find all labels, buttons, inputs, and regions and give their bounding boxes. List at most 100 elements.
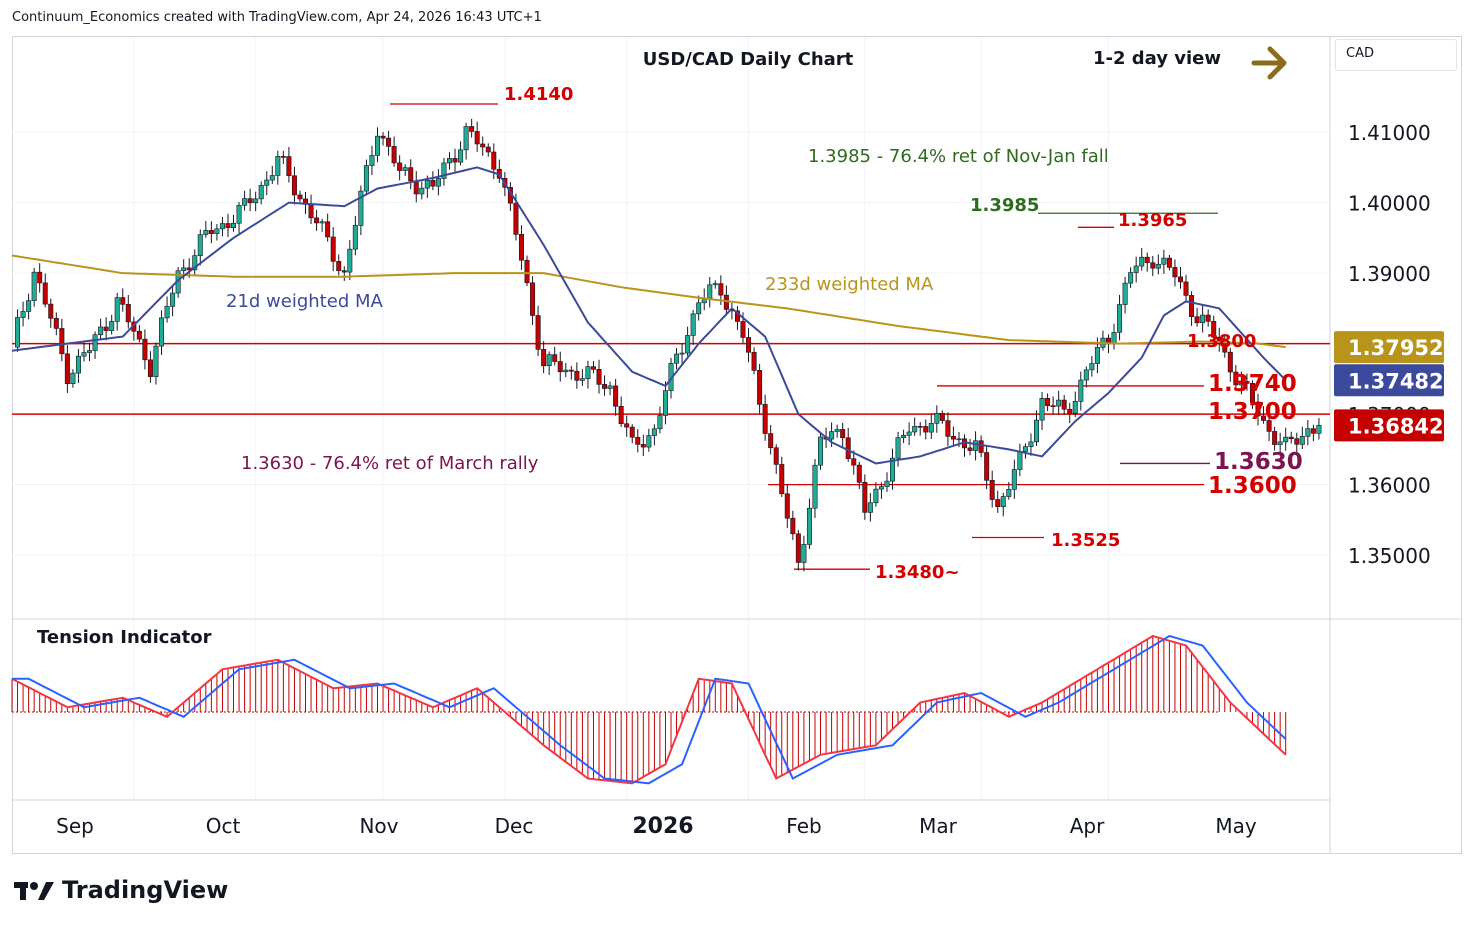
label-1-3480: 1.3480~ bbox=[875, 562, 960, 583]
candle-body bbox=[1067, 408, 1073, 414]
candle bbox=[928, 413, 934, 439]
candle-body bbox=[574, 370, 580, 381]
candle-body bbox=[225, 223, 231, 229]
candle bbox=[125, 295, 131, 329]
candle bbox=[435, 169, 441, 196]
candle-body bbox=[1211, 321, 1217, 338]
candle bbox=[1272, 426, 1278, 451]
badge-ma21: 1.37482 bbox=[1334, 364, 1444, 397]
candle-body bbox=[956, 438, 962, 441]
candle-body bbox=[386, 137, 392, 147]
label-fib-top: 1.3985 - 76.4% ret of Nov-Jan fall bbox=[808, 146, 1109, 167]
candle-body bbox=[81, 352, 87, 357]
candle-body bbox=[441, 162, 447, 179]
candle-body bbox=[275, 156, 281, 176]
candle-body bbox=[1139, 256, 1145, 267]
tradingview-logo[interactable]: TradingView bbox=[14, 876, 228, 904]
candle-body bbox=[1011, 469, 1017, 490]
candle-body bbox=[657, 415, 663, 430]
candle-body bbox=[1294, 438, 1300, 445]
candle bbox=[757, 364, 763, 414]
candle-body bbox=[773, 447, 779, 465]
candle bbox=[1227, 347, 1233, 382]
candle bbox=[419, 181, 425, 200]
candle bbox=[624, 415, 630, 437]
candle bbox=[264, 171, 270, 196]
candle-body bbox=[646, 435, 652, 448]
candle-body bbox=[945, 420, 951, 437]
candle bbox=[1128, 267, 1134, 288]
candle bbox=[674, 348, 680, 370]
ma233-line bbox=[11, 254, 1286, 349]
candle-body bbox=[1122, 282, 1128, 305]
candle-body bbox=[458, 149, 464, 163]
candle bbox=[203, 221, 209, 238]
candle-body bbox=[679, 352, 685, 355]
candle bbox=[1205, 309, 1211, 327]
candle-body bbox=[1000, 496, 1006, 508]
candle bbox=[1006, 482, 1012, 500]
candle bbox=[1216, 327, 1222, 352]
candle bbox=[1183, 274, 1189, 303]
label-1-3700: 1.3700 bbox=[1208, 399, 1297, 425]
candle bbox=[430, 171, 436, 191]
candle bbox=[114, 292, 120, 331]
candle bbox=[1056, 390, 1062, 415]
candle-body bbox=[762, 404, 768, 434]
candle bbox=[37, 263, 43, 293]
candle-body bbox=[352, 225, 358, 250]
currency-selector[interactable]: CAD bbox=[1335, 39, 1457, 71]
candle bbox=[1144, 252, 1150, 272]
candle-body bbox=[480, 143, 486, 148]
candle-body bbox=[995, 499, 1001, 508]
candle-body bbox=[768, 433, 774, 449]
candle bbox=[319, 218, 325, 232]
candle bbox=[618, 396, 624, 427]
candle-body bbox=[164, 306, 170, 319]
candle-body bbox=[358, 190, 364, 226]
candle-body bbox=[419, 187, 425, 195]
candle bbox=[64, 345, 70, 393]
candle bbox=[413, 171, 419, 203]
label-1-3740: 1.3740 bbox=[1208, 371, 1297, 397]
candle bbox=[81, 342, 87, 362]
candle bbox=[856, 461, 862, 490]
x-tick-label: Apr bbox=[1070, 814, 1105, 838]
indicator-histogram bbox=[11, 636, 1287, 784]
candle-body bbox=[1177, 276, 1183, 283]
candle bbox=[1244, 373, 1250, 391]
candle-body bbox=[192, 255, 198, 271]
candle bbox=[973, 431, 979, 461]
candle-body bbox=[397, 162, 403, 171]
candle bbox=[1100, 330, 1106, 351]
candle-body bbox=[801, 544, 807, 563]
candle-body bbox=[818, 436, 824, 466]
candle bbox=[923, 419, 929, 440]
candle-body bbox=[20, 311, 26, 318]
candle bbox=[391, 136, 397, 167]
grid-lines bbox=[12, 37, 1330, 800]
candle bbox=[297, 190, 303, 203]
candle bbox=[1189, 291, 1195, 326]
candle-body bbox=[1072, 401, 1078, 414]
candle-body bbox=[1133, 265, 1139, 273]
candle bbox=[917, 422, 923, 436]
candle-body bbox=[474, 131, 480, 145]
candle-body bbox=[1128, 272, 1134, 284]
candle-body bbox=[1022, 446, 1028, 452]
candle-body bbox=[563, 369, 569, 373]
candle bbox=[446, 152, 452, 170]
candle bbox=[474, 121, 480, 152]
candle-body bbox=[590, 366, 596, 370]
candle bbox=[1288, 431, 1294, 444]
candle bbox=[31, 267, 37, 307]
candle-body bbox=[1083, 369, 1089, 381]
candle bbox=[408, 159, 414, 190]
chart-title: USD/CAD Daily Chart bbox=[643, 49, 854, 70]
candle-body bbox=[297, 194, 303, 200]
candle-body bbox=[114, 297, 120, 322]
candle bbox=[679, 343, 685, 364]
candle-body bbox=[851, 458, 857, 466]
chart-frame bbox=[12, 36, 1462, 854]
